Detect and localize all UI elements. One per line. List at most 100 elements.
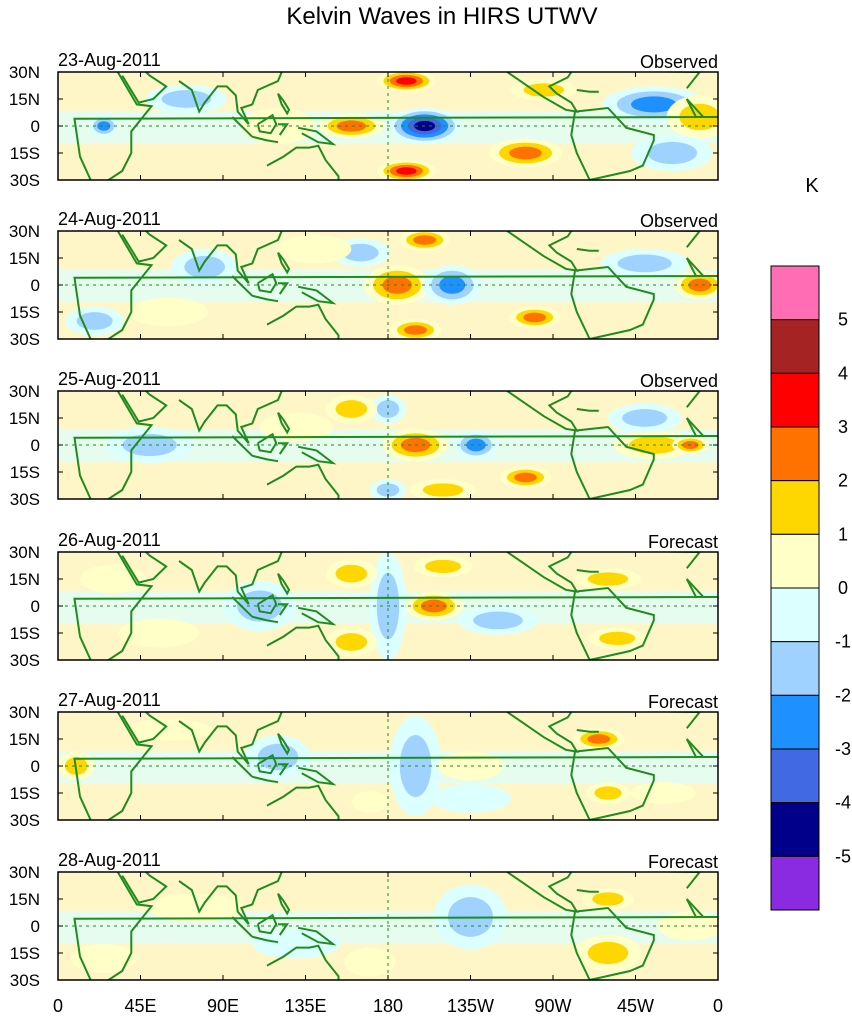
coastline bbox=[73, 712, 706, 820]
coastline bbox=[277, 732, 291, 756]
colorbar-label: 0 bbox=[838, 578, 848, 598]
lat-label: 30N bbox=[9, 382, 40, 401]
coastline bbox=[570, 265, 655, 339]
panel-date: 28-Aug-2011 bbox=[58, 850, 161, 870]
coastline bbox=[298, 766, 337, 786]
anomaly-contour bbox=[420, 599, 447, 613]
colorbar-swatch bbox=[770, 694, 820, 750]
anomaly-contour bbox=[124, 719, 212, 741]
coastline bbox=[256, 113, 278, 135]
coastline bbox=[231, 275, 254, 297]
coastline bbox=[121, 231, 168, 263]
coastline bbox=[570, 106, 655, 180]
coastlines bbox=[73, 712, 718, 820]
lat-label: 15S bbox=[10, 944, 40, 963]
anomaly-contour bbox=[335, 564, 368, 583]
coastline bbox=[685, 578, 718, 598]
anomaly-contour bbox=[184, 255, 225, 279]
anomaly-contour bbox=[599, 631, 636, 646]
coastline bbox=[277, 411, 291, 435]
lat-label: 15N bbox=[9, 409, 40, 428]
coastline bbox=[685, 257, 718, 277]
lat-label: 30S bbox=[10, 171, 40, 190]
lat-label: 0 bbox=[31, 757, 40, 776]
colorbar-swatch bbox=[770, 533, 820, 589]
lat-label: 15S bbox=[10, 463, 40, 482]
coastline bbox=[73, 72, 706, 180]
coastline bbox=[121, 552, 168, 584]
coastline bbox=[178, 872, 283, 925]
coastline bbox=[570, 586, 655, 660]
coastline bbox=[178, 552, 283, 605]
map-panel: 30N 15N 0 15S 30S 27-Aug-2011 Forecast bbox=[9, 690, 719, 830]
lat-label: 15S bbox=[10, 624, 40, 643]
coastline bbox=[121, 72, 168, 104]
anomaly-contour bbox=[97, 121, 111, 131]
coastline bbox=[266, 944, 340, 980]
coastline bbox=[178, 712, 283, 765]
anomaly-contour bbox=[473, 611, 523, 630]
anomaly-contour bbox=[252, 929, 341, 959]
coastlines bbox=[73, 872, 718, 980]
colorbar-swatch bbox=[770, 319, 820, 374]
anomaly-contour bbox=[335, 400, 368, 418]
anomaly-contour bbox=[335, 633, 368, 651]
anomaly-contour bbox=[336, 120, 367, 132]
coastline bbox=[178, 391, 283, 444]
lat-label: 15S bbox=[10, 784, 40, 803]
colorbar-swatch bbox=[770, 748, 820, 804]
panel-kind: Forecast bbox=[648, 852, 718, 872]
coastline bbox=[278, 763, 290, 776]
anomaly-contour bbox=[259, 412, 334, 442]
lat-label: 30N bbox=[9, 703, 40, 722]
panel-date: 25-Aug-2011 bbox=[58, 369, 161, 389]
coastline bbox=[506, 231, 579, 272]
panel-kind: Observed bbox=[640, 371, 718, 391]
lat-label: 30S bbox=[10, 971, 40, 990]
map-panel: 30N 15N 0 15S 30S 28-Aug-2011 Forecast bbox=[9, 850, 719, 990]
lat-label: 15N bbox=[9, 730, 40, 749]
colorbar-label: -5 bbox=[835, 846, 851, 866]
panel-kind: Observed bbox=[640, 211, 718, 231]
lat-label: 0 bbox=[31, 276, 40, 295]
anomaly-contour bbox=[404, 325, 427, 335]
coastline bbox=[576, 729, 599, 733]
panel-date: 26-Aug-2011 bbox=[58, 530, 161, 550]
anomaly-contour bbox=[424, 559, 462, 574]
anomaly-contour bbox=[342, 243, 379, 262]
coastline bbox=[298, 606, 337, 626]
anomaly-contour bbox=[127, 297, 209, 327]
anomaly-contour bbox=[382, 276, 412, 294]
colorbar-label: -4 bbox=[835, 793, 851, 813]
map-panel: 30N 15N 0 15S 30S 23-Aug-2011 Observed bbox=[9, 50, 719, 190]
lat-label: 0 bbox=[31, 917, 40, 936]
colorbar-label: 5 bbox=[838, 310, 848, 330]
coastline bbox=[252, 454, 279, 463]
coastline bbox=[252, 935, 279, 944]
coastline bbox=[506, 552, 579, 593]
anomaly-contour bbox=[396, 167, 417, 175]
coastlines bbox=[73, 391, 718, 499]
coastline bbox=[266, 144, 340, 180]
coastline bbox=[298, 126, 337, 146]
lat-label: 0 bbox=[31, 436, 40, 455]
lon-label: 135E bbox=[284, 996, 326, 1016]
coastline bbox=[252, 775, 279, 784]
colorbar-label: 4 bbox=[838, 363, 848, 383]
coastline bbox=[278, 923, 290, 936]
colorbar-label: 1 bbox=[838, 524, 848, 544]
figure-title: Kelvin Waves in HIRS UTWV bbox=[286, 3, 597, 30]
map-panels: 30N 15N 0 15S 30S 23-Aug-2011 Observed 30N 15N 0 1… bbox=[9, 50, 719, 990]
coastline bbox=[277, 572, 291, 596]
panel-kind: Forecast bbox=[648, 532, 718, 552]
coastline bbox=[506, 391, 579, 432]
coastline bbox=[576, 889, 599, 893]
coastline bbox=[685, 98, 718, 118]
anomaly-contour bbox=[647, 141, 697, 165]
coastline bbox=[277, 92, 291, 116]
coastlines bbox=[73, 552, 718, 660]
colorbar: K 5 4 3 2 1 0 -1 -2 -3 -4 -5 bbox=[770, 175, 851, 911]
longitude-axis: 0 45E 90E 135E 180 135W 90W 45W 0 bbox=[53, 996, 723, 1016]
coastline bbox=[298, 445, 337, 465]
